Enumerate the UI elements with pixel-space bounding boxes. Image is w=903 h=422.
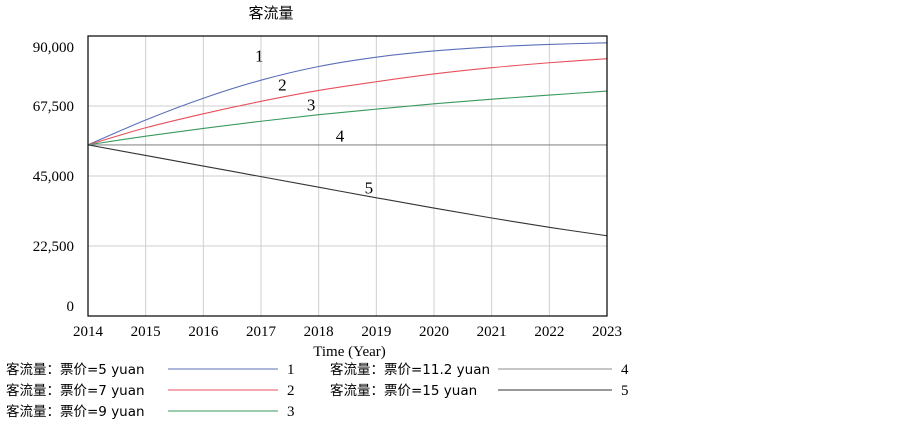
chart-title: 客流量 [248,4,293,22]
x-tick-label: 2022 [534,324,564,340]
x-tick-label: 2015 [131,324,161,340]
series-line-1 [87,42,608,146]
y-axis-ticks: 0 22,500 45,000 67,500 90,000 [33,40,74,315]
series-line-label: 5 [365,178,374,197]
legend-entry-label: 客流量：票价=9 yuan [6,403,145,420]
x-tick-label: 2016 [188,324,219,340]
plot-frame [87,35,608,317]
x-axis-label: Time (Year) [313,344,386,360]
x-tick-label: 2020 [419,324,449,340]
series-line-2 [87,58,608,146]
legend-entry-number: 3 [287,404,295,420]
series-line-label: 3 [307,95,316,114]
series-line-label: 4 [336,127,345,146]
x-tick-label: 2018 [304,324,334,340]
y-tick-label: 22,500 [33,239,74,255]
y-tick-label: 90,000 [33,40,74,56]
y-tick-label: 67,500 [33,99,74,115]
x-axis-ticks: 2014 2015 2016 2017 2018 2019 2020 2021 2022 2023 [73,324,622,340]
legend-entry-label: 客流量：票价=5 yuan [6,361,145,378]
series-lines [87,42,608,237]
legend-entry-number: 5 [621,383,629,399]
legend-entry-label: 客流量：票价=7 yuan [6,382,145,399]
series-line-3 [87,90,608,146]
legend-entry-number: 2 [287,383,295,399]
x-tick-label: 2021 [477,324,507,340]
x-tick-label: 2019 [361,324,391,340]
x-tick-label: 2014 [73,324,104,340]
legend-entry-number: 1 [287,362,295,378]
series-line-labels: 12 3 4 5 [255,46,373,197]
x-tick-label: 2023 [592,324,622,340]
legend: 客流量：票价=5 yuan 1 客流量：票价=7 yuan 2 客流量：票价=9 yua… [6,361,629,420]
y-tick-label: 45,000 [33,169,74,185]
legend-entry-number: 4 [621,362,629,378]
grid [88,36,607,316]
series-line-5 [87,144,608,237]
series-line-label: 2 [278,76,287,95]
x-tick-label: 2017 [246,324,277,340]
legend-entry-label: 客流量：票价=11.2 yuan [330,361,490,378]
series-line-label: 1 [255,46,264,65]
legend-entry-label: 客流量：票价=15 yuan [330,382,477,399]
y-tick-label: 0 [67,299,75,315]
